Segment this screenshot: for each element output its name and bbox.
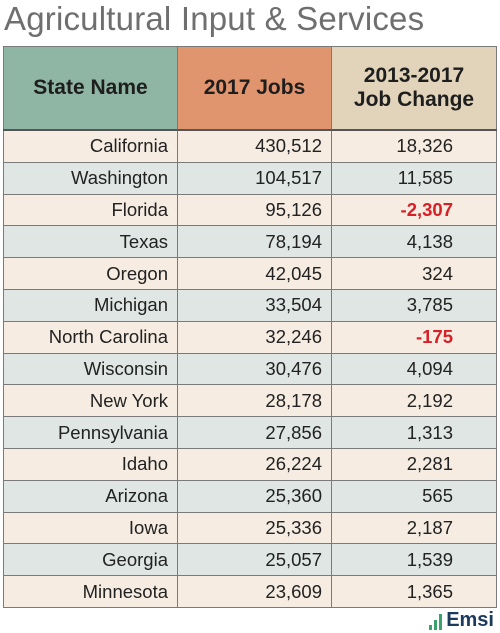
cell-job-change: 2,187 [331, 511, 497, 545]
cell-state-name: Minnesota [3, 575, 178, 608]
column-header-state: State Name [3, 46, 178, 131]
cell-job-change: 4,138 [331, 225, 497, 259]
cell-2017-jobs: 26,224 [177, 447, 332, 481]
page-title: Agricultural Input & Services [4, 0, 425, 37]
data-table-container: State Name 2017 Jobs 2013-2017 Job Change… [3, 46, 497, 608]
cell-2017-jobs: 25,057 [177, 543, 332, 577]
cell-state-name: North Carolina [3, 320, 178, 354]
cell-state-name: Georgia [3, 543, 178, 577]
cell-2017-jobs: 32,246 [177, 320, 332, 354]
cell-state-name: Florida [3, 193, 178, 227]
table-row: Washington 104,517 11,585 [3, 161, 497, 195]
cell-job-change: 2,281 [331, 447, 497, 481]
column-header-jobs-label: 2017 Jobs [203, 75, 306, 99]
cell-state-name: Wisconsin [3, 352, 178, 386]
cell-2017-jobs: 28,178 [177, 384, 332, 418]
cell-state-name: Pennsylvania [3, 416, 178, 449]
table-row: New York 28,178 2,192 [3, 384, 497, 418]
column-header-jobs: 2017 Jobs [177, 46, 332, 131]
cell-state-name: Idaho [3, 447, 178, 481]
table-row: Minnesota 23,609 1,365 [3, 575, 497, 608]
cell-2017-jobs: 95,126 [177, 193, 332, 227]
column-header-change: 2013-2017 Job Change [331, 46, 497, 131]
cell-state-name: Michigan [3, 288, 178, 322]
cell-2017-jobs: 27,856 [177, 416, 332, 449]
cell-job-change: 324 [331, 257, 497, 290]
table-row: Pennsylvania 27,856 1,313 [3, 416, 497, 449]
cell-job-change: 18,326 [331, 129, 497, 163]
cell-state-name: Oregon [3, 257, 178, 290]
table-row: California 430,512 18,326 [3, 129, 497, 163]
table-row: Texas 78,194 4,138 [3, 225, 497, 259]
cell-2017-jobs: 78,194 [177, 225, 332, 259]
table-row: Oregon 42,045 324 [3, 257, 497, 290]
cell-state-name: Arizona [3, 479, 178, 513]
column-header-change-label: 2013-2017 Job Change [353, 63, 475, 111]
cell-job-change: 1,539 [331, 543, 497, 577]
cell-job-change: 1,313 [331, 416, 497, 449]
cell-job-change: 565 [331, 479, 497, 513]
cell-job-change: 4,094 [331, 352, 497, 386]
table-row: Iowa 25,336 2,187 [3, 511, 497, 545]
cell-2017-jobs: 23,609 [177, 575, 332, 608]
cell-2017-jobs: 30,476 [177, 352, 332, 386]
cell-2017-jobs: 33,504 [177, 288, 332, 322]
table-header-row: State Name 2017 Jobs 2013-2017 Job Change [3, 46, 497, 131]
cell-job-change: 3,785 [331, 288, 497, 322]
cell-2017-jobs: 430,512 [177, 129, 332, 163]
emsi-logo: Emsi [429, 610, 494, 630]
cell-state-name: Iowa [3, 511, 178, 545]
bar-chart-logo-icon [429, 612, 443, 630]
cell-job-change: 11,585 [331, 161, 497, 195]
cell-job-change: 1,365 [331, 575, 497, 608]
column-header-state-label: State Name [33, 75, 148, 99]
cell-2017-jobs: 25,336 [177, 511, 332, 545]
cell-state-name: Texas [3, 225, 178, 259]
jobs-table: State Name 2017 Jobs 2013-2017 Job Change… [3, 46, 497, 608]
logo-text: Emsi [446, 609, 494, 631]
cell-2017-jobs: 25,360 [177, 479, 332, 513]
table-row: Florida 95,126 -2,307 [3, 193, 497, 227]
table-row: Arizona 25,360 565 [3, 479, 497, 513]
table-row: North Carolina 32,246 -175 [3, 320, 497, 354]
table-row: Idaho 26,224 2,281 [3, 447, 497, 481]
table-row: Wisconsin 30,476 4,094 [3, 352, 497, 386]
cell-job-change: -2,307 [331, 193, 497, 227]
cell-2017-jobs: 104,517 [177, 161, 332, 195]
cell-job-change: 2,192 [331, 384, 497, 418]
cell-2017-jobs: 42,045 [177, 257, 332, 290]
cell-state-name: California [3, 129, 178, 163]
table-row: Georgia 25,057 1,539 [3, 543, 497, 577]
table-row: Michigan 33,504 3,785 [3, 288, 497, 322]
cell-job-change: -175 [331, 320, 497, 354]
cell-state-name: New York [3, 384, 178, 418]
cell-state-name: Washington [3, 161, 178, 195]
